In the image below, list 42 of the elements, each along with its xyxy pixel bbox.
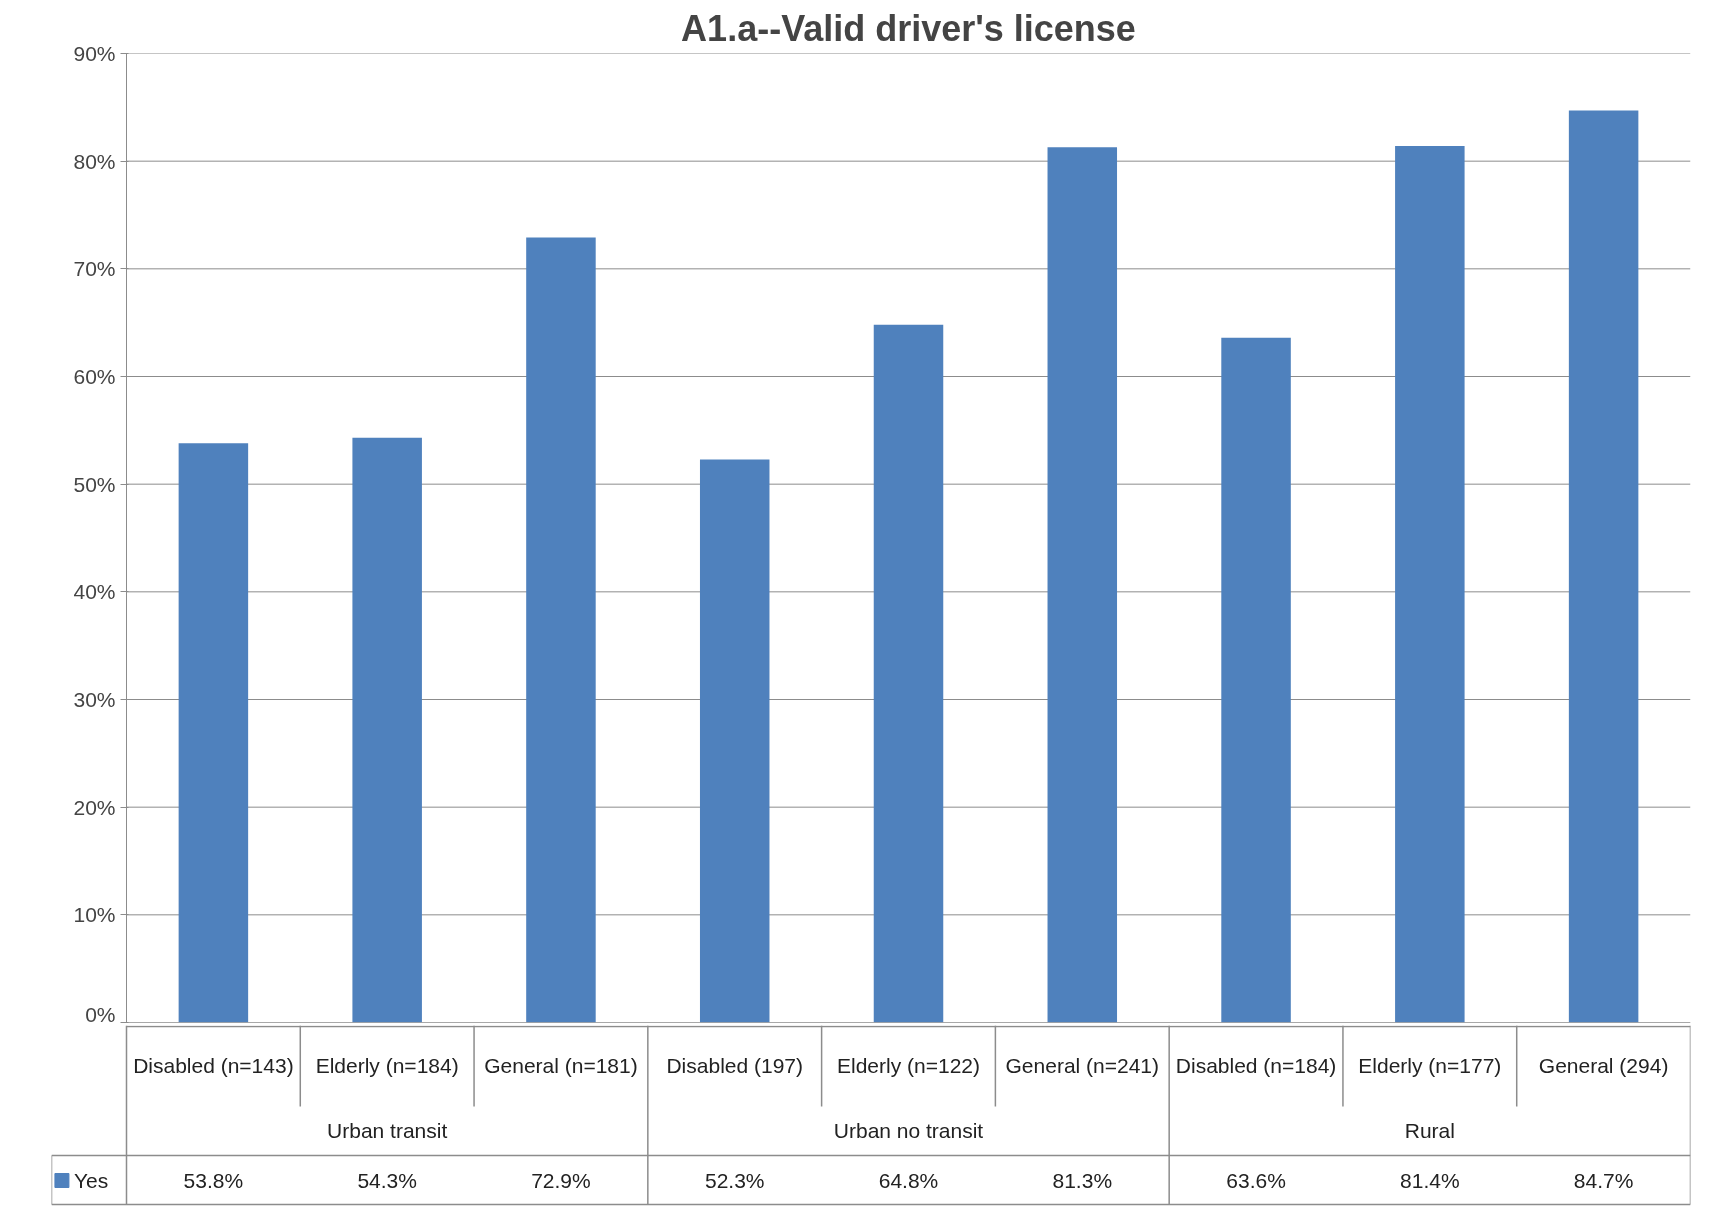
x-tick-label: General (294) — [1538, 1054, 1669, 1077]
y-tick-label: 50% — [73, 472, 116, 496]
y-tick-label: 10% — [73, 903, 116, 927]
x-tick-label: General (n=241) — [1005, 1054, 1160, 1077]
data-label: 72.9% — [531, 1169, 591, 1192]
data-label: 84.7% — [1573, 1169, 1634, 1192]
chart-title: A1.a--Valid driver's license — [681, 7, 1136, 49]
text: Urban no transit — [833, 1119, 984, 1142]
data-label: 53.8% — [183, 1169, 244, 1192]
x-tick-label: Disabled (n=184) — [1175, 1054, 1337, 1077]
x-tick-label: Elderly (n=177) — [1358, 1054, 1502, 1077]
y-tick-label: 60% — [73, 365, 116, 388]
x-tick-label: Disabled (197) — [666, 1054, 804, 1077]
bar — [873, 324, 944, 1023]
x-tick-label: General (n=181) — [484, 1054, 638, 1077]
data-label: 54.3% — [357, 1169, 417, 1192]
bar — [1568, 110, 1639, 1023]
y-tick-label: 80% — [73, 149, 116, 173]
text: Urban transit — [327, 1119, 448, 1142]
y-tick-label: 0% — [85, 1002, 116, 1026]
y-tick-label: 20% — [73, 795, 116, 819]
data-label: 52.3% — [704, 1169, 765, 1192]
legend-label: Yes — [73, 1169, 109, 1192]
bar — [1047, 147, 1118, 1023]
bar — [526, 237, 596, 1023]
bar — [352, 437, 422, 1023]
data-label: 63.6% — [1226, 1169, 1286, 1192]
data-label: 81.3% — [1052, 1169, 1113, 1192]
x-tick-label: Elderly (n=122) — [837, 1054, 980, 1077]
y-tick-label: 90% — [73, 42, 116, 65]
bar — [1395, 146, 1465, 1023]
bar — [1221, 337, 1291, 1023]
bar — [178, 443, 249, 1023]
y-tick-label: 70% — [73, 257, 116, 281]
y-tick-label: 40% — [73, 580, 116, 604]
data-label: 64.8% — [878, 1169, 939, 1192]
text: Rural — [1404, 1119, 1455, 1142]
bar — [699, 459, 770, 1023]
data-label: 81.4% — [1400, 1169, 1460, 1192]
x-tick-label: Elderly (n=184) — [315, 1054, 459, 1077]
y-tick-label: 30% — [73, 688, 116, 711]
x-tick-label: Disabled (n=143) — [133, 1054, 294, 1077]
